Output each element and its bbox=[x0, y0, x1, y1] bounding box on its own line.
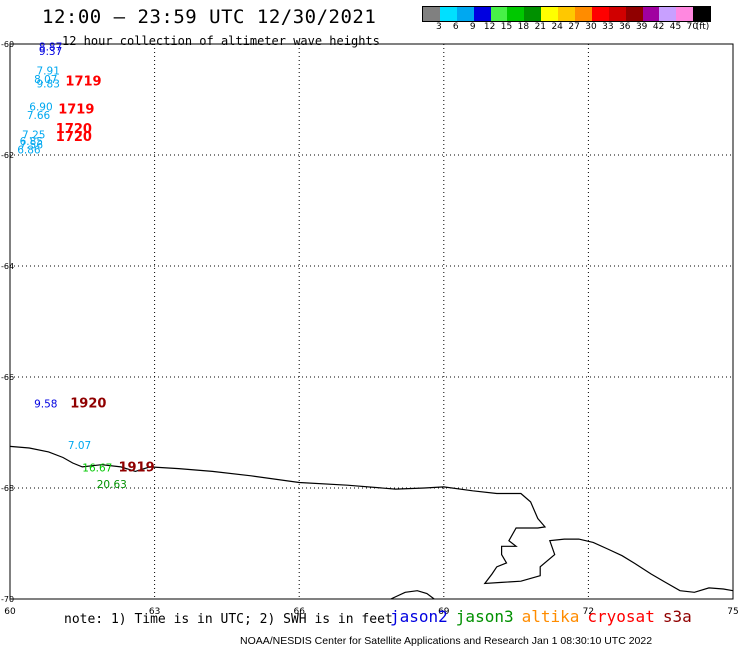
wave-height-colorbar bbox=[422, 6, 712, 22]
colorbar-label: 3 bbox=[436, 22, 442, 32]
colorbar-swatch bbox=[507, 7, 525, 21]
colorbar-label: 18 bbox=[517, 22, 530, 32]
wave-height-label: 7.66 bbox=[27, 110, 51, 122]
legend-entry-s3a: s3a bbox=[662, 607, 692, 626]
colorbar-label: (ft) bbox=[695, 22, 710, 32]
wave-height-label: 8.07 bbox=[34, 74, 57, 86]
colorbar-labels: 3 6 9 12 15 18 21 24 27 30 33 36 39 42 45 70 (ft) bbox=[422, 22, 740, 34]
wave-height-label: 7.56 bbox=[20, 139, 44, 151]
colorbar-swatch bbox=[490, 7, 508, 21]
colorbar-swatch bbox=[524, 7, 542, 21]
pass-time-label: 1719 bbox=[65, 75, 101, 90]
pass-time-label: 1720 bbox=[56, 130, 92, 145]
coastline-island bbox=[390, 590, 435, 600]
y-tick-label: -64 bbox=[1, 262, 14, 271]
wave-height-label: 20.63 bbox=[97, 479, 127, 491]
wave-height-label: 7.07 bbox=[68, 440, 91, 452]
legend-entry-altika: altika bbox=[521, 607, 580, 626]
colorbar-label: 45 bbox=[669, 22, 682, 32]
y-tick-label: -62 bbox=[1, 151, 14, 160]
y-tick-label: -68 bbox=[1, 484, 14, 493]
colorbar-label: 24 bbox=[551, 22, 563, 32]
colorbar-swatch bbox=[558, 7, 576, 21]
colorbar-swatch bbox=[625, 7, 643, 21]
wave-height-label: 16.67 bbox=[82, 462, 112, 474]
wave-height-label: 9.83 bbox=[37, 78, 60, 90]
colorbar-label: 30 bbox=[585, 22, 597, 32]
pass-time-label: 1719 bbox=[58, 102, 94, 117]
pass-time-label: 1920 bbox=[70, 397, 106, 412]
x-tick-label: 69 bbox=[438, 607, 450, 617]
colorbar-swatch bbox=[676, 7, 694, 21]
legend-entry-cryosat: cryosat bbox=[587, 607, 655, 626]
wave-height-label: 6.86 bbox=[17, 144, 41, 156]
footer-note: note: 1) Time is in UTC; 2) SWH is in fe… bbox=[64, 612, 393, 627]
x-tick-label: 60 bbox=[4, 607, 16, 617]
colorbar-label: 39 bbox=[635, 22, 648, 32]
colorbar-swatch bbox=[541, 7, 559, 21]
colorbar-swatch bbox=[423, 7, 440, 21]
coastline bbox=[9, 445, 734, 593]
colorbar-swatch bbox=[608, 7, 626, 21]
page-title: 12:00 – 23:59 UTC 12/30/2021 bbox=[42, 6, 377, 28]
wave-height-label: 8.87 bbox=[39, 42, 62, 54]
credit-line: NOAA/NESDIS Center for Satellite Applica… bbox=[240, 635, 653, 647]
colorbar-swatch bbox=[642, 7, 660, 21]
colorbar-label: 33 bbox=[602, 22, 614, 32]
colorbar-label: 15 bbox=[500, 22, 513, 32]
colorbar-swatch bbox=[693, 7, 711, 21]
x-tick-label: 75 bbox=[727, 607, 738, 617]
wave-height-label: 9.58 bbox=[34, 399, 57, 411]
colorbar-swatch bbox=[473, 7, 491, 21]
wave-height-label: 6.85 bbox=[20, 136, 43, 148]
satellite-legend: jason2 jason3 altika cryosat s3a bbox=[390, 607, 700, 626]
legend-entry-jason2: jason2 bbox=[390, 607, 448, 626]
y-tick-label: -60 bbox=[1, 40, 14, 49]
pass-time-label: 1919 bbox=[118, 460, 154, 475]
colorbar-swatch bbox=[659, 7, 677, 21]
x-tick-label: 72 bbox=[583, 607, 594, 617]
legend-entry-jason3: jason3 bbox=[455, 607, 514, 626]
colorbar-label: 42 bbox=[652, 22, 665, 32]
colorbar-label: 70 bbox=[686, 22, 699, 32]
colorbar-label: 9 bbox=[469, 22, 476, 32]
colorbar-label: 27 bbox=[568, 22, 580, 32]
y-tick-label: -66 bbox=[1, 373, 14, 382]
colorbar-swatch bbox=[575, 7, 592, 21]
colorbar-label: 36 bbox=[619, 22, 631, 32]
colorbar-swatch bbox=[456, 7, 474, 21]
wave-height-label: 6.90 bbox=[29, 102, 52, 114]
colorbar-swatch bbox=[439, 7, 457, 21]
y-tick-label: -70 bbox=[1, 595, 14, 604]
x-tick-label: 63 bbox=[149, 607, 160, 617]
colorbar-label: 12 bbox=[483, 22, 496, 32]
colorbar-label: 21 bbox=[534, 22, 547, 32]
colorbar-label: 6 bbox=[452, 22, 459, 32]
wave-height-label: 9.37 bbox=[39, 46, 62, 58]
wave-height-label: 7.25 bbox=[22, 129, 45, 141]
wave-height-label: 7.91 bbox=[37, 66, 60, 78]
colorbar-swatch bbox=[591, 7, 609, 21]
pass-time-label: 1720 bbox=[56, 122, 92, 137]
map-frame bbox=[9, 43, 734, 600]
x-tick-label: 66 bbox=[293, 607, 305, 617]
